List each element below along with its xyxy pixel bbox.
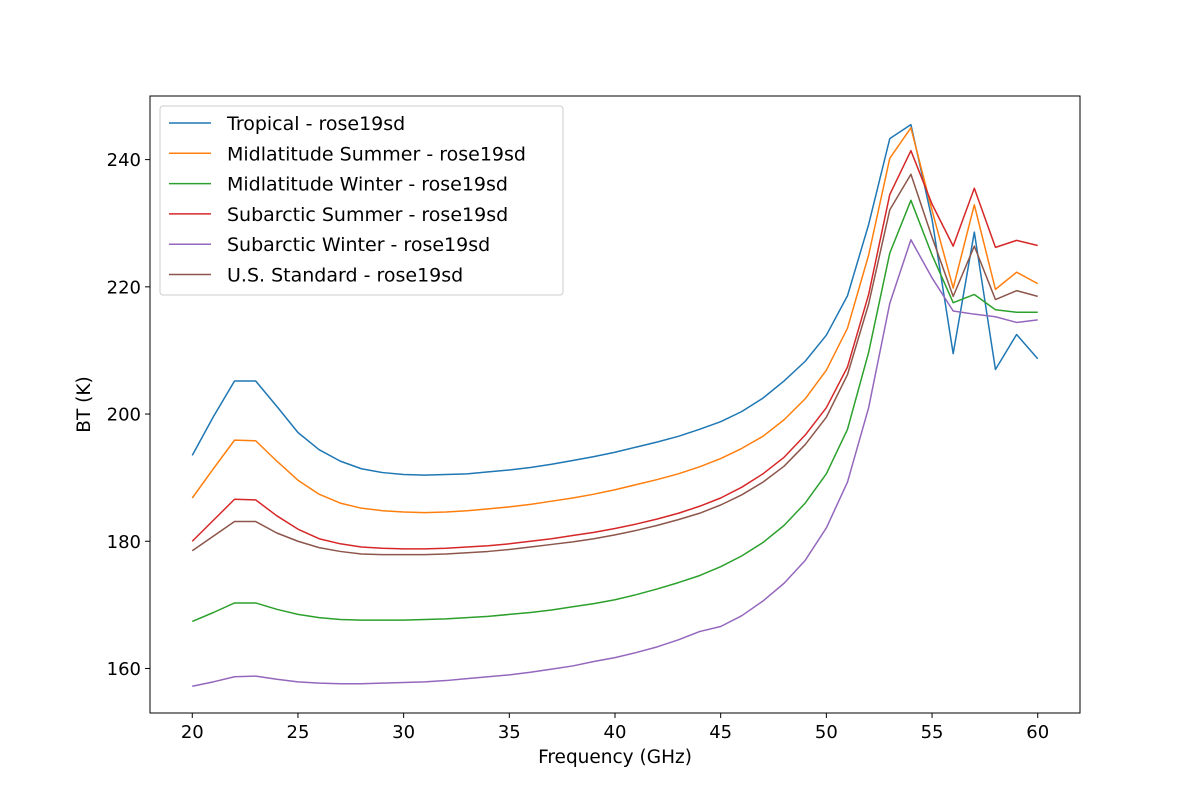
legend-label: Midlatitude Winter - rose19sd: [227, 174, 508, 196]
y-tick-label: 200: [107, 405, 141, 426]
x-tick-label: 55: [921, 722, 944, 743]
series-line-3: [191, 199, 1038, 623]
legend-label: U.S. Standard - rose19sd: [227, 265, 463, 287]
x-tick-label: 30: [392, 722, 415, 743]
series-line-2: [191, 127, 1039, 514]
x-axis-label: Frequency (GHz): [538, 747, 692, 768]
x-tick-label: 50: [815, 722, 838, 743]
x-tick-label: 40: [604, 722, 627, 743]
x-tick-label: 45: [709, 722, 732, 743]
x-tick-label: 20: [181, 722, 204, 743]
series-layer: [191, 123, 1039, 688]
legend-label: Midlatitude Summer - rose19sd: [227, 143, 526, 165]
y-axis-label: BT (K): [74, 376, 95, 432]
legend-entries: Tropical - rose19sd Midlatitude Summer - …: [169, 113, 526, 287]
legend-label: Subarctic Summer - rose19sd: [227, 204, 508, 226]
legend-box: [159, 105, 564, 296]
legend-label: Subarctic Winter - rose19sd: [227, 234, 490, 256]
series-line-1: [191, 123, 1039, 476]
legend-label: Tropical - rose19sd: [226, 113, 405, 135]
series-line-4: [191, 149, 1038, 550]
x-axis: 20 25 30 35 40 45 50 55 60: [181, 713, 1049, 743]
y-axis: 160 180 200 220 240: [107, 150, 150, 680]
x-tick-label: 60: [1026, 722, 1049, 743]
y-tick-label: 220: [107, 277, 141, 298]
x-tick-label: 25: [287, 722, 310, 743]
legend: Tropical - rose19sd Midlatitude Summer - …: [159, 105, 564, 296]
series-line-6: [191, 173, 1038, 556]
series-line-5: [192, 239, 1038, 688]
x-tick-label: 35: [498, 722, 521, 743]
y-tick-label: 180: [107, 532, 141, 553]
y-tick-label: 240: [107, 150, 141, 171]
y-tick-label: 160: [107, 659, 141, 680]
